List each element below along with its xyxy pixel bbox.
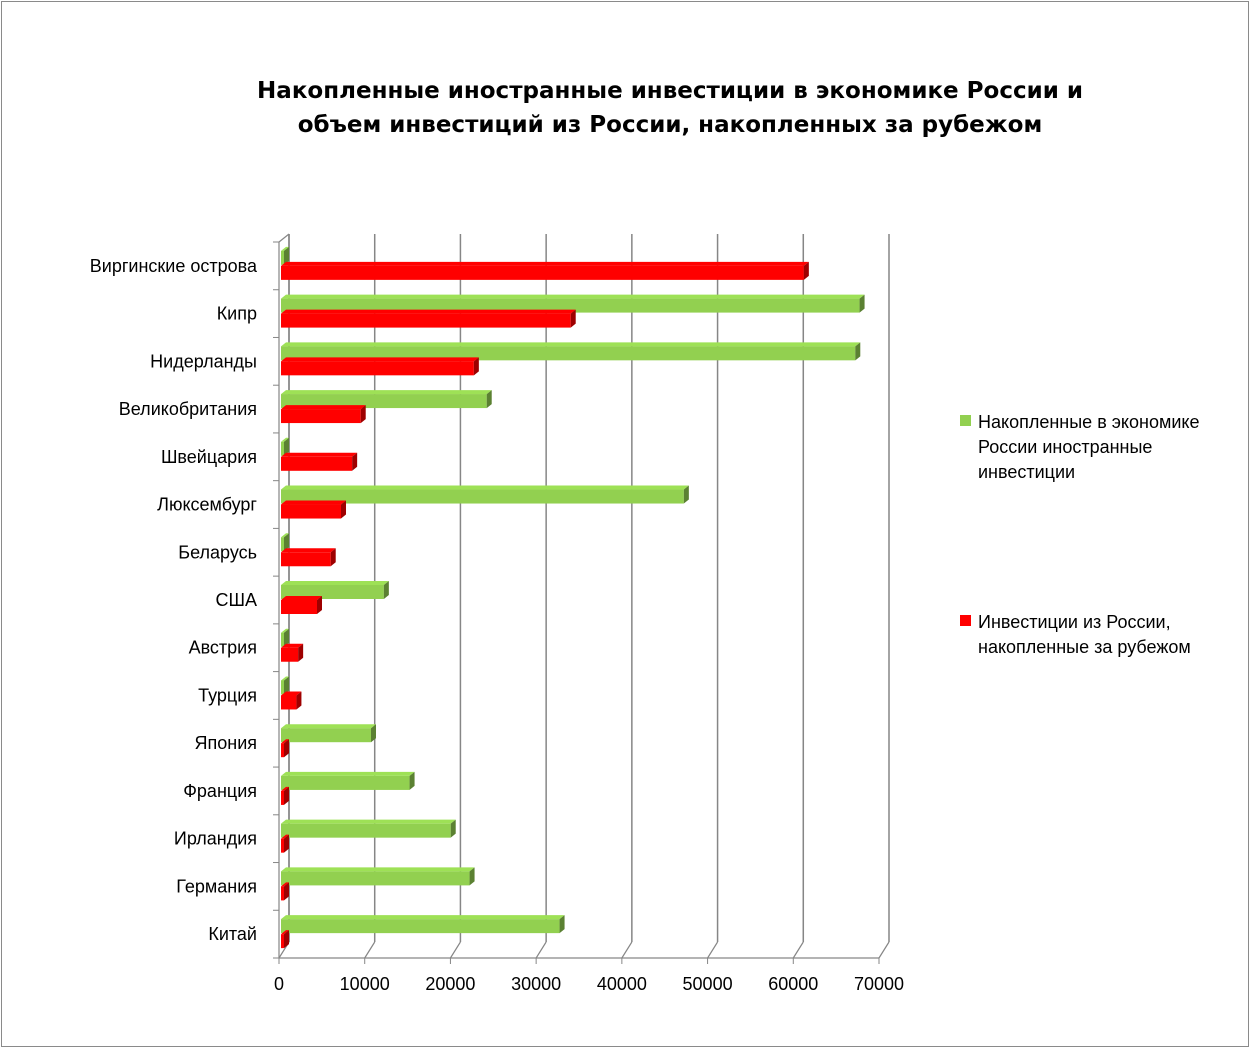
category-label: Китай [208, 924, 257, 944]
x-tick-label: 10000 [340, 974, 390, 994]
bar-foreign-investment [281, 581, 389, 599]
bar-russian-investment-abroad [281, 786, 289, 805]
category-label: Германия [176, 876, 257, 896]
bar-russian-investment-abroad [281, 596, 322, 614]
legend-swatch-green [960, 415, 971, 426]
bar-russian-investment-abroad [281, 452, 358, 471]
legend-label-line: инвестиции [978, 462, 1076, 482]
category-label: Великобритания [119, 399, 257, 419]
category-label: Франция [183, 781, 257, 801]
x-tick-label: 60000 [768, 974, 818, 994]
floor-gridline [878, 941, 890, 959]
bar-russian-investment-abroad [281, 643, 304, 662]
bar-foreign-investment [281, 915, 565, 934]
floor-gridline [449, 941, 461, 959]
bar-russian-investment-abroad [281, 309, 576, 328]
bar-foreign-investment [281, 628, 289, 647]
floor-gridline [364, 941, 376, 959]
bar-foreign-investment [281, 390, 492, 409]
x-tick-label: 30000 [511, 974, 561, 994]
bar-russian-investment-abroad [281, 548, 336, 567]
legend-label-line: России иностранные [978, 437, 1153, 457]
bar-foreign-investment [281, 724, 376, 743]
bar-foreign-investment [281, 294, 865, 313]
bar-russian-investment-abroad [281, 930, 289, 949]
category-label: Беларусь [178, 542, 257, 562]
bar-foreign-investment [281, 485, 689, 504]
category-label: Виргинские острова [90, 256, 258, 276]
category-label: Япония [195, 733, 258, 753]
bar-foreign-investment [281, 342, 861, 361]
floor-gridline [535, 941, 547, 959]
x-tick-label: 0 [274, 974, 284, 994]
bar-russian-investment-abroad [281, 691, 302, 710]
category-label: Кипр [217, 304, 257, 324]
category-label: Швейцария [161, 447, 257, 467]
category-label: Турция [198, 685, 257, 705]
bar-russian-investment-abroad [281, 834, 289, 853]
bar-foreign-investment [281, 771, 415, 790]
bar-foreign-investment [281, 819, 456, 838]
legend-swatch-red [960, 615, 971, 626]
category-label: США [215, 590, 257, 610]
bar-foreign-investment [281, 676, 289, 695]
chart-title-line-1: Накопленные иностранные инвестиции в эко… [257, 78, 1083, 104]
floor-gridline [621, 941, 633, 959]
bar-russian-investment-abroad [281, 500, 346, 519]
legend-label: Инвестиции из России, накопленные за руб… [978, 610, 1228, 660]
legend-label-line: Накопленные в экономике [978, 412, 1200, 432]
legend-label-line: накопленные за рубежом [978, 637, 1191, 657]
bar-russian-investment-abroad [281, 261, 809, 280]
legend-label-line: Инвестиции из России, [978, 612, 1171, 632]
left-wall-top-edge [278, 233, 290, 243]
category-label: Ирландия [174, 829, 257, 849]
x-tick-label: 20000 [425, 974, 475, 994]
chart-title-line-2: объем инвестиций из России, накопленных … [297, 112, 1043, 138]
bar-foreign-investment [281, 533, 289, 552]
x-tick-label: 50000 [683, 974, 733, 994]
bar-russian-investment-abroad [281, 405, 366, 424]
chart-title: Накопленные иностранные инвестиции в эко… [160, 74, 1180, 142]
legend-label: Накопленные в экономике России иностранн… [978, 410, 1228, 485]
floor-gridline [707, 941, 719, 959]
bar-foreign-investment [281, 246, 289, 265]
bar-russian-investment-abroad [281, 357, 479, 376]
category-label: Австрия [189, 638, 257, 658]
bar-russian-investment-abroad [281, 739, 289, 758]
x-tick-label: 70000 [854, 974, 904, 994]
bar-foreign-investment [281, 867, 475, 886]
bar-foreign-investment [281, 437, 289, 456]
bar-russian-investment-abroad [281, 882, 289, 901]
category-label: Нидерланды [150, 351, 257, 371]
x-tick-label: 40000 [597, 974, 647, 994]
floor-gridline [792, 941, 804, 959]
category-label: Люксембург [157, 495, 257, 515]
